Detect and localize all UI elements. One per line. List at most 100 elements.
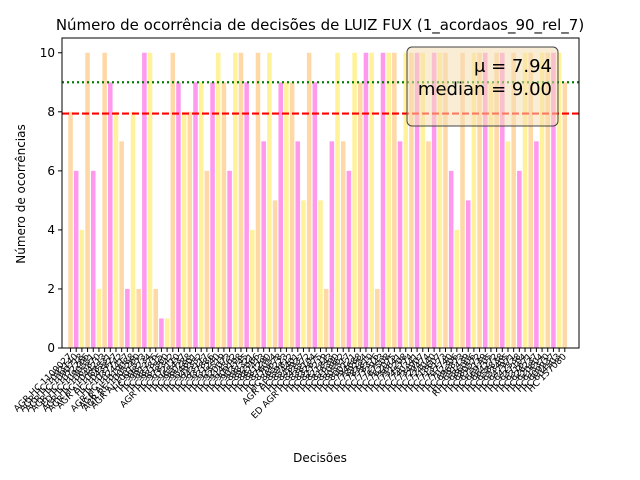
bar xyxy=(204,170,210,348)
bar xyxy=(454,229,460,348)
bar xyxy=(119,141,124,348)
bar xyxy=(471,52,477,348)
bar xyxy=(386,52,391,348)
bar xyxy=(488,82,494,348)
bar xyxy=(227,170,232,348)
bar xyxy=(494,52,499,348)
bar xyxy=(409,52,414,348)
bar xyxy=(221,82,227,348)
bar xyxy=(340,141,346,348)
mean-stat: μ = 7.94 xyxy=(474,56,552,77)
bar xyxy=(170,52,176,348)
bar xyxy=(528,52,533,348)
bar xyxy=(505,141,511,348)
bar xyxy=(125,288,130,348)
bar xyxy=(392,52,397,348)
y-tick-label: 2 xyxy=(47,282,55,296)
bar xyxy=(102,52,107,348)
bar xyxy=(187,111,193,348)
bar xyxy=(142,52,147,348)
bar xyxy=(346,170,352,348)
bar xyxy=(250,229,255,348)
bar xyxy=(431,52,437,348)
bar xyxy=(193,82,198,348)
bar xyxy=(369,52,374,348)
bar xyxy=(511,52,516,348)
bar xyxy=(522,52,528,348)
bar xyxy=(130,111,136,348)
bar xyxy=(545,52,551,348)
bar xyxy=(68,111,73,348)
bar xyxy=(267,52,272,348)
bar xyxy=(556,52,562,348)
bar xyxy=(284,82,289,348)
bar xyxy=(414,52,420,348)
x-axis-label: Decisões xyxy=(293,451,347,465)
stats-annotation: μ = 7.94 median = 9.00 xyxy=(406,46,559,127)
bar xyxy=(136,288,141,348)
bar xyxy=(551,52,556,348)
y-tick-label: 6 xyxy=(47,164,55,178)
bar xyxy=(318,200,323,348)
bar xyxy=(272,200,278,348)
bar xyxy=(90,170,96,348)
bar xyxy=(215,52,221,348)
bar xyxy=(295,141,301,348)
bar xyxy=(153,288,159,348)
bar xyxy=(517,170,522,348)
bar xyxy=(85,52,90,348)
bar xyxy=(96,288,102,348)
bar xyxy=(79,229,85,348)
bar xyxy=(363,52,369,348)
bar xyxy=(562,82,568,348)
bar xyxy=(477,52,482,348)
bar xyxy=(164,318,170,348)
bar xyxy=(448,170,454,348)
bar xyxy=(482,52,488,348)
bar xyxy=(108,82,113,348)
bar xyxy=(244,82,249,348)
bar xyxy=(255,52,261,348)
bar xyxy=(539,52,545,348)
bar xyxy=(261,141,266,348)
bar xyxy=(335,52,340,348)
bar xyxy=(312,82,318,348)
y-tick-label: 8 xyxy=(47,105,55,119)
bar xyxy=(113,111,119,348)
y-tick-label: 4 xyxy=(47,223,55,237)
bar xyxy=(403,52,408,348)
bar xyxy=(437,52,443,348)
bar xyxy=(323,288,329,348)
bar xyxy=(238,52,244,348)
bar xyxy=(500,52,505,348)
bar xyxy=(306,52,312,348)
bar xyxy=(380,52,386,348)
bar xyxy=(147,52,153,348)
bar xyxy=(465,200,471,348)
median-stat: median = 9.00 xyxy=(418,79,552,100)
bar xyxy=(358,82,363,348)
bar xyxy=(73,170,79,348)
stats-box xyxy=(406,46,559,127)
bar xyxy=(176,82,181,348)
y-tick-label: 10 xyxy=(40,46,55,60)
bar xyxy=(278,82,284,348)
bar xyxy=(210,82,215,348)
bar xyxy=(460,52,465,348)
bar xyxy=(534,141,539,348)
bar xyxy=(329,141,335,348)
bar xyxy=(289,82,295,348)
bar xyxy=(233,52,238,348)
bar xyxy=(352,52,357,348)
bar xyxy=(301,200,306,348)
bar xyxy=(443,52,448,348)
y-tick-label: 0 xyxy=(47,341,55,355)
bar xyxy=(375,288,380,348)
bar xyxy=(159,318,164,348)
y-axis-label: Número de ocorrências xyxy=(14,124,28,264)
bar xyxy=(397,141,403,348)
bar xyxy=(420,52,426,348)
bar xyxy=(198,82,204,348)
